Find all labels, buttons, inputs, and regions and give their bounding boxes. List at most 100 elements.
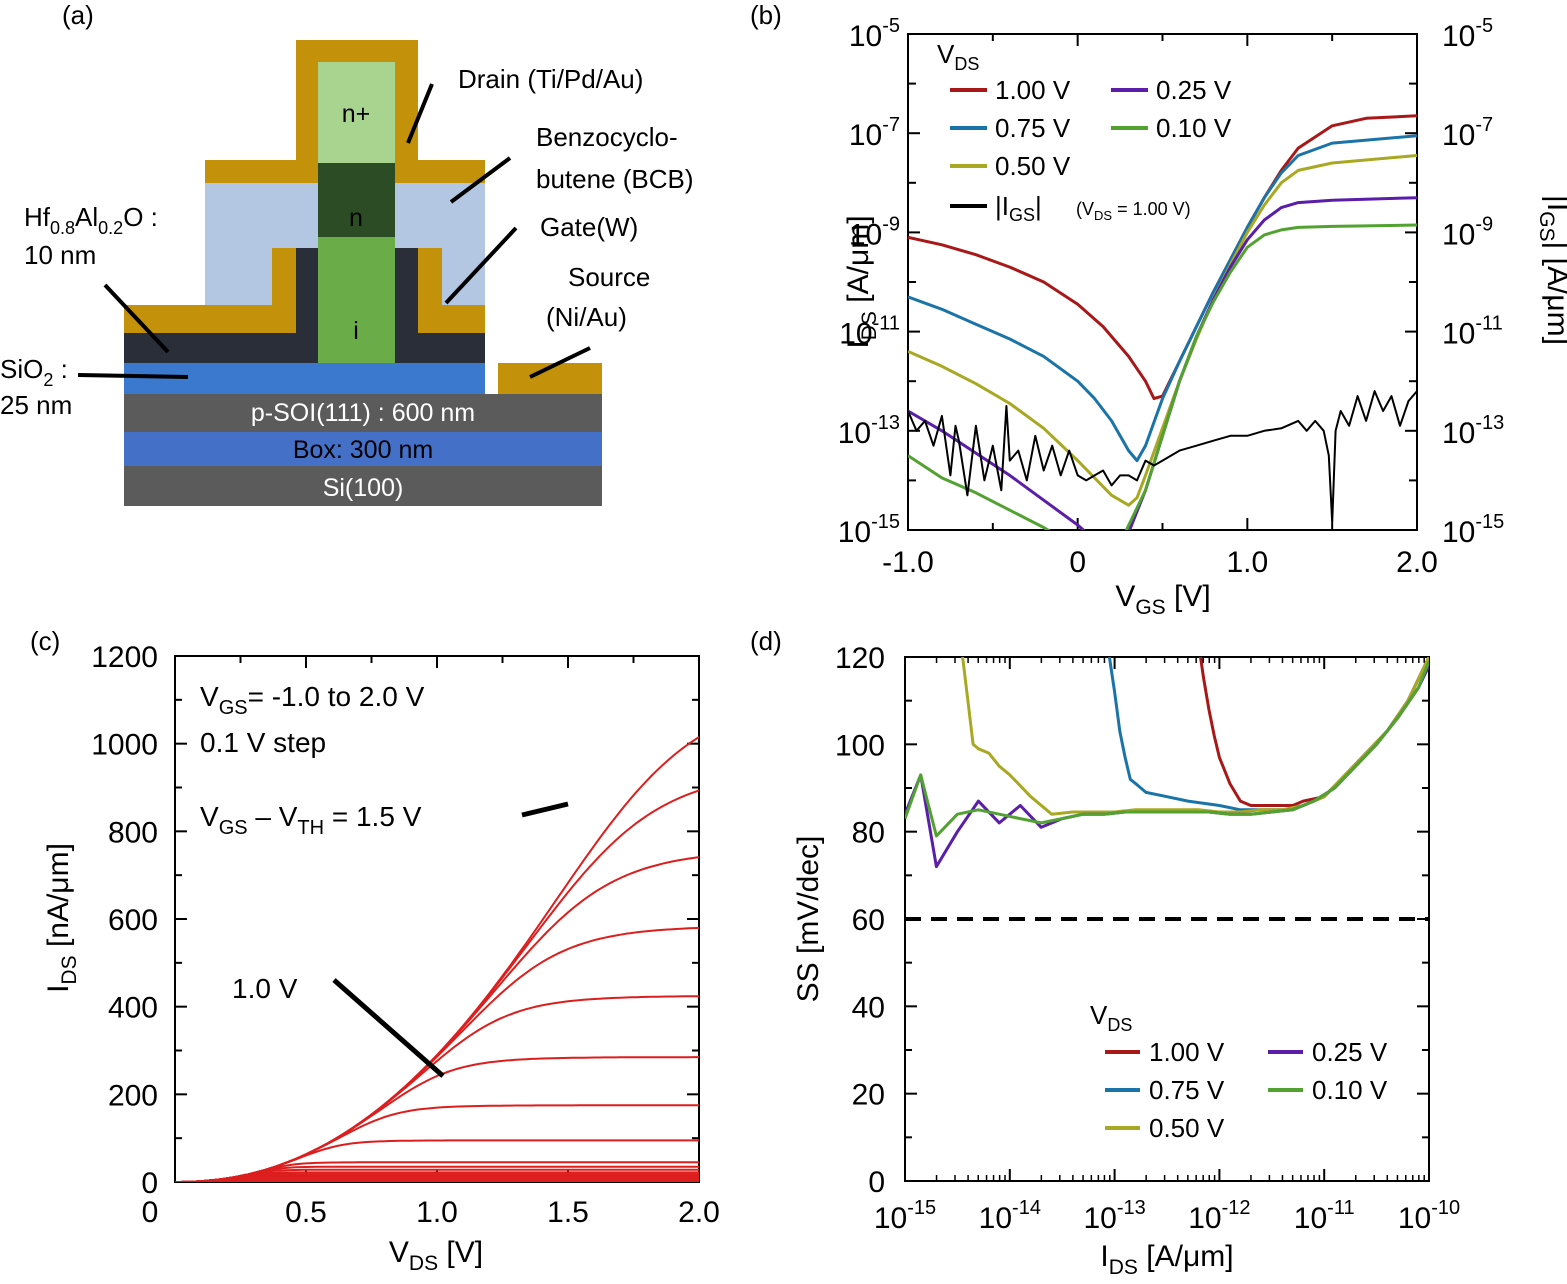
bcb-leader-line — [449, 156, 512, 204]
panel-b-legend-igs-condition: (VDS = 1.00 V) — [1076, 199, 1191, 223]
panel-c-annotation-overdrive: VGS – VTH = 1.5 V — [200, 801, 422, 839]
panel-c-xtick-label: 1.5 — [547, 1196, 589, 1229]
panel-b: (b) 10-5 10-510-7 10-710-9 10-910-11 10-1110… — [750, 0, 1567, 619]
panel-c-ylabel: IDS [nA/μm] — [42, 843, 81, 993]
panel-d-series-line — [905, 665, 1429, 869]
panel-b-series-line — [908, 134, 1417, 463]
panel-b-ylabel: IDS [A/μm] — [842, 215, 881, 348]
panel-c-annotation-step: 0.1 V step — [200, 727, 326, 758]
nplus-region — [318, 62, 395, 163]
panel-c-ytick-label: 600 — [108, 904, 158, 937]
panel-d-legend-label-010: 0.10 V — [1312, 1075, 1388, 1105]
panel-d-series-line — [961, 657, 1429, 816]
hfalo-label: Hf0.8Al0.2O : — [24, 202, 158, 238]
panel-b-xlabel: VGS [V] — [1115, 580, 1210, 619]
panel-c-ytick-label: 1000 — [91, 729, 158, 762]
sio2-thickness-label: 25 nm — [0, 390, 72, 420]
gate-label: Gate(W) — [540, 212, 638, 242]
panel-b-legend-title: VDS — [937, 39, 979, 74]
panel-c-annotation-1v: 1.0 V — [232, 973, 298, 1004]
bcb-label-line2: butene (BCB) — [536, 164, 694, 194]
panel-b-legend: VDS 1.00 V 0.75 V 0.50 V 0.25 V 0.10 V |… — [937, 39, 1232, 225]
bcb-label-line1: Benzocyclo- — [536, 122, 678, 152]
panel-d-curves — [905, 657, 1429, 869]
panel-d-ytick-label: 60 — [852, 904, 885, 937]
panel-b-curves — [908, 114, 1417, 530]
panel-b-xtick-label: 0 — [1069, 546, 1086, 579]
box-label: Box: 300 nm — [293, 436, 433, 464]
panel-d-ticks — [904, 656, 1430, 1182]
panel-d-legend: VDS 1.00 V 0.75 V 0.50 V 0.25 V 0.10 V — [1090, 1000, 1388, 1143]
panel-c-ytick-label: 400 — [108, 992, 158, 1025]
panel-b-xtick-label: 1.0 — [1226, 546, 1268, 579]
drain-leader-line — [406, 83, 434, 144]
source-label-line1: Source — [568, 262, 650, 292]
panel-b-y2tick-label: 10-7 — [1442, 114, 1493, 152]
panel-d-xtick-label: 10-10 — [1398, 1197, 1460, 1235]
panel-b-legend-label-075: 0.75 V — [995, 113, 1071, 143]
panel-b-ytick-label: 10-9 — [849, 213, 900, 251]
panel-c-ids-curve — [175, 1176, 699, 1182]
panel-d-ytick-label: 100 — [835, 729, 885, 762]
n-region — [318, 163, 395, 237]
panel-d-x-tick-labels: 10-15 10-14 10-13 10-12 10-11 10-10 — [874, 1197, 1460, 1235]
panel-d-ytick-label: 20 — [852, 1079, 885, 1112]
sio2-leader-line — [77, 373, 189, 379]
panel-d-xtick-label: 10-12 — [1188, 1197, 1250, 1235]
panel-b-series-line — [1124, 223, 1417, 530]
panel-c-xtick-label: 2.0 — [678, 1196, 720, 1229]
panel-d-legend-title: VDS — [1090, 1000, 1132, 1035]
source-label-line2: (Ni/Au) — [546, 302, 627, 332]
panel-b-legend-label-025: 0.25 V — [1156, 75, 1232, 105]
soi-layer — [124, 394, 602, 432]
liner-right — [396, 248, 418, 333]
i-region — [318, 237, 395, 363]
panel-c-y-tick-labels: 1200 1000 800 600 400 200 0 — [91, 641, 158, 1200]
panel-b-y2label: |IGS| [A/μm] — [1535, 195, 1567, 345]
panel-a: (a) Si(100) Box: 300 nm p-SOI(111) : 600… — [0, 0, 694, 506]
panel-b-ytick-label: 10-11 — [839, 313, 900, 351]
panel-b-legend-label-igs: |IGS| — [995, 191, 1042, 225]
panel-b-series-line — [908, 154, 1417, 507]
panel-c-ids-curve — [175, 1180, 699, 1182]
panel-d-ylabel: SS [mV/dec] — [792, 836, 825, 1003]
panel-b-series-line — [908, 454, 1051, 530]
panel-b-y2tick-label: 10-5 — [1442, 15, 1493, 53]
panel-c-ytick-label: 800 — [108, 816, 158, 849]
panel-c-ids-curve — [175, 995, 699, 1182]
panel-c-ytick-label: 0 — [141, 1167, 158, 1200]
panel-c-ids-curve — [175, 856, 699, 1182]
panel-d-legend-label-075: 0.75 V — [1149, 1075, 1225, 1105]
hfalo-thickness-label: 10 nm — [24, 240, 96, 270]
si-substrate-label: Si(100) — [323, 474, 404, 502]
nplus-label: n+ — [342, 100, 371, 128]
panel-d-ytick-label: 120 — [835, 642, 885, 675]
panel-d-xlabel: IDS [A/μm] — [1100, 1240, 1233, 1279]
panel-c-xlabel: VDS [V] — [389, 1236, 483, 1275]
panel-b-series-line — [908, 409, 1086, 530]
panel-b-xtick-label: 2.0 — [1396, 546, 1438, 579]
panel-d-label: (d) — [750, 626, 782, 656]
panel-b-y2tick-label: 10-11 — [1442, 313, 1503, 351]
panel-d-ytick-label: 0 — [868, 1166, 885, 1199]
source-leader-line — [529, 346, 591, 379]
panel-b-y-tick-labels: 10-5 10-5 10-7 10-7 10-9 10-9 10-11 10-11 10-13 1… — [838, 15, 1505, 549]
panel-b-series-line — [1127, 196, 1417, 530]
panel-c-ids-curve — [175, 736, 699, 1182]
panel-b-legend-label-100: 1.00 V — [995, 75, 1071, 105]
panel-c-ids-curve — [175, 1171, 699, 1182]
panel-d-xtick-label: 10-14 — [979, 1197, 1041, 1235]
panel-b-ytick-label: 10-13 — [838, 412, 900, 450]
panel-b-y2tick-label: 10-15 — [1442, 511, 1504, 549]
panel-d: (d) 120 100 80 60 40 20 0 10-15 10-14 10-13 10-12… — [750, 626, 1460, 1279]
panel-d-series-line — [1107, 657, 1429, 812]
panel-c-1v-pointer — [332, 978, 445, 1078]
i-label: i — [353, 317, 359, 345]
panel-d-y-tick-labels: 120 100 80 60 40 20 0 — [835, 642, 885, 1199]
panel-c-x-tick-labels: 0 0.5 1.0 1.5 2.0 — [142, 1196, 720, 1229]
panel-d-legend-label-025: 0.25 V — [1312, 1037, 1388, 1067]
drain-label: Drain (Ti/Pd/Au) — [458, 64, 643, 94]
panel-c-ids-curve — [175, 1177, 699, 1182]
panel-b-y2tick-label: 10-9 — [1442, 213, 1493, 251]
